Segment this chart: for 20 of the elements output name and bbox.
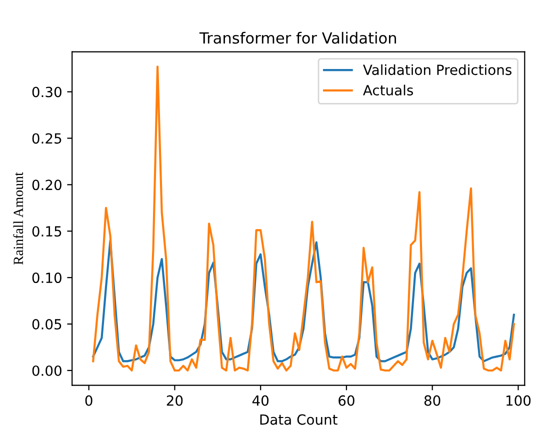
x-tick-label: 100 bbox=[506, 395, 531, 406]
line-series bbox=[92, 66, 515, 372]
y-tick-label: 0.30 bbox=[32, 86, 62, 98]
line-series bbox=[92, 239, 515, 362]
y-tick-label: 0.00 bbox=[32, 365, 62, 376]
legend-label: Validation Predictions bbox=[363, 64, 512, 76]
y-tick-label: 0.20 bbox=[32, 180, 62, 190]
y-axis-title: Rainfall Amount bbox=[13, 172, 24, 265]
y-tick-label: 0.25 bbox=[32, 133, 62, 144]
x-axis-title: Data Count bbox=[260, 414, 338, 425]
legend-label: Actuals bbox=[363, 84, 413, 96]
x-tick-label: 0 bbox=[85, 395, 92, 406]
x-tick-label: 80 bbox=[424, 395, 440, 406]
x-tick-label: 20 bbox=[166, 395, 183, 406]
y-tick-label: 0.05 bbox=[32, 319, 62, 330]
y-tick-label: 0.10 bbox=[32, 272, 62, 284]
chart-title: Transformer for Validation bbox=[199, 32, 396, 44]
y-tick-label: 0.15 bbox=[32, 226, 62, 237]
x-tick-label: 60 bbox=[338, 395, 354, 406]
x-tick-label: 40 bbox=[252, 395, 268, 406]
